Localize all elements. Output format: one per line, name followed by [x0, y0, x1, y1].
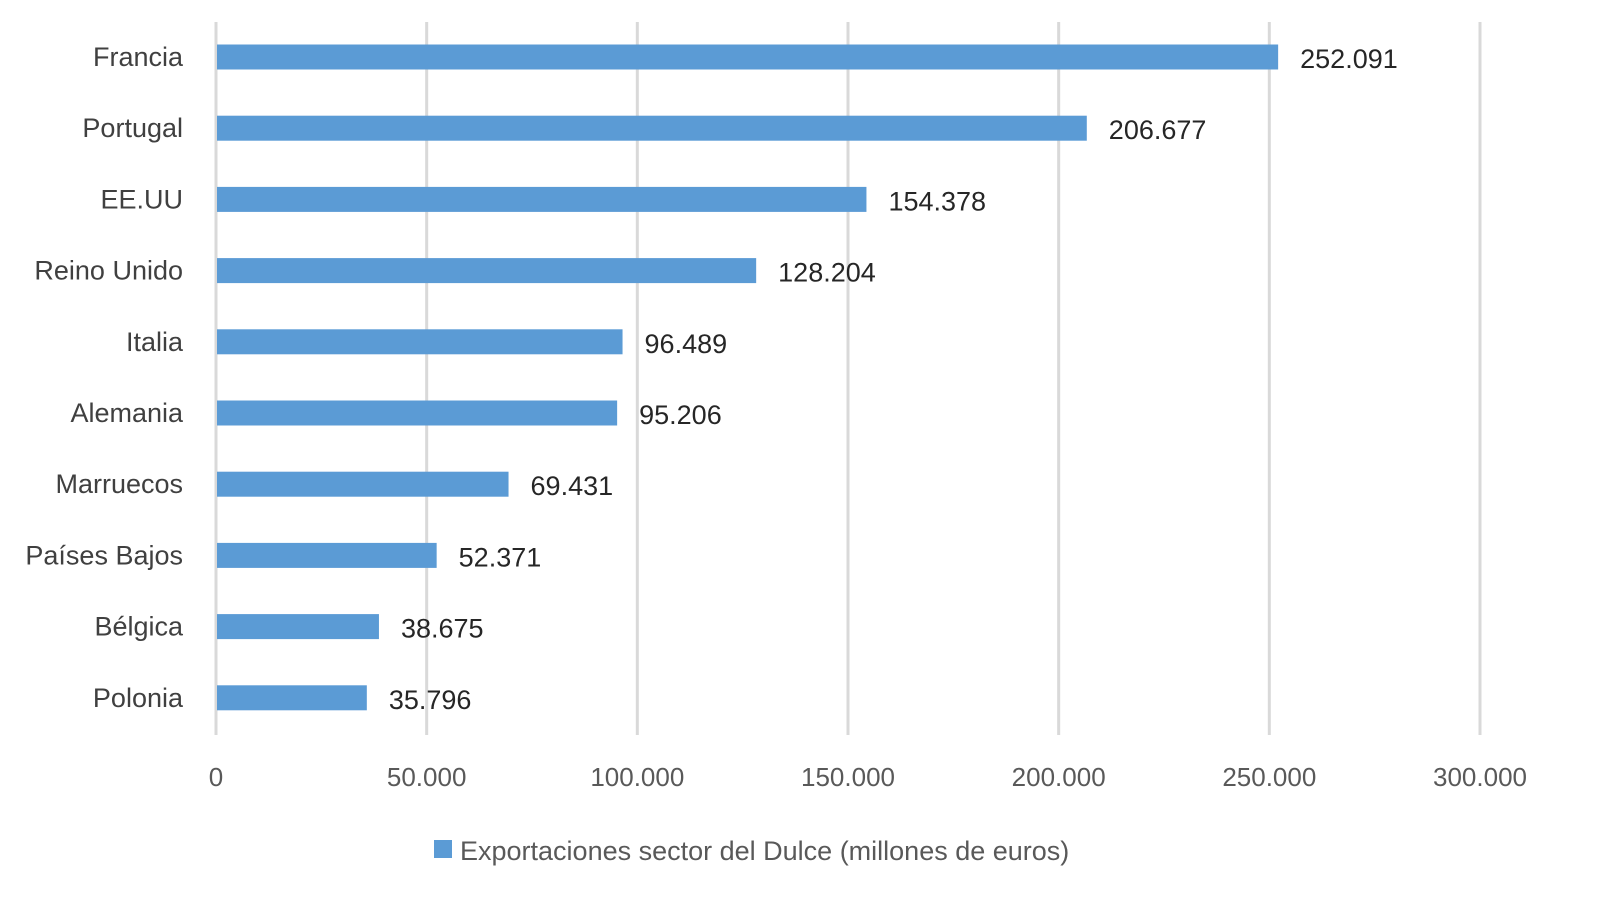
data-label: 95.206: [639, 400, 722, 430]
bar: [217, 400, 618, 426]
legend-label: Exportaciones sector del Dulce (millones…: [460, 836, 1069, 866]
gridlines: [214, 22, 1482, 735]
data-label: 69.431: [531, 471, 614, 501]
category-label: Francia: [93, 42, 184, 72]
data-label: 96.489: [645, 329, 728, 359]
category-label: Países Bajos: [25, 540, 183, 570]
category-label: Marruecos: [55, 469, 183, 499]
category-label: Italia: [126, 327, 184, 357]
x-tick-label: 150.000: [801, 762, 895, 792]
bar: [217, 186, 867, 212]
x-tick-label: 50.000: [387, 762, 467, 792]
data-label: 52.371: [459, 542, 542, 572]
bar: [217, 44, 1279, 70]
category-labels: Francia Portugal EE.UU Reino Unido Italia Ale…: [25, 42, 184, 713]
legend: Exportaciones sector del Dulce (millones…: [434, 836, 1069, 866]
category-label: Bélgica: [94, 612, 184, 642]
category-label: Portugal: [82, 113, 183, 143]
data-label: 38.675: [401, 614, 484, 644]
bar: [217, 329, 623, 355]
legend-swatch: [434, 840, 452, 858]
data-label: 206.677: [1109, 115, 1207, 145]
x-tick-label: 250.000: [1222, 762, 1316, 792]
bars: [217, 44, 1279, 711]
bar: [217, 258, 757, 284]
data-label: 154.378: [888, 186, 986, 216]
bar: [217, 471, 509, 497]
bar: [217, 614, 379, 640]
data-label: 128.204: [778, 258, 876, 288]
x-tick-label: 0: [209, 762, 223, 792]
data-label: 35.796: [389, 685, 472, 715]
category-label: EE.UU: [100, 184, 183, 214]
category-label: Polonia: [93, 683, 184, 713]
x-tick-label: 300.000: [1433, 762, 1527, 792]
bar: [217, 685, 367, 711]
data-label: 252.091: [1300, 44, 1398, 74]
bar: [217, 115, 1087, 141]
x-tick-label: 100.000: [590, 762, 684, 792]
bar: [217, 542, 437, 568]
value-labels: 252.091 206.677 154.378 128.204 96.489 95.206…: [389, 44, 1398, 715]
category-label: Alemania: [70, 398, 184, 428]
category-label: Reino Unido: [34, 256, 183, 286]
x-tick-label: 200.000: [1012, 762, 1106, 792]
x-axis-tick-labels: 0 50.000 100.000 150.000 200.000 250.000 300.0…: [209, 762, 1527, 792]
